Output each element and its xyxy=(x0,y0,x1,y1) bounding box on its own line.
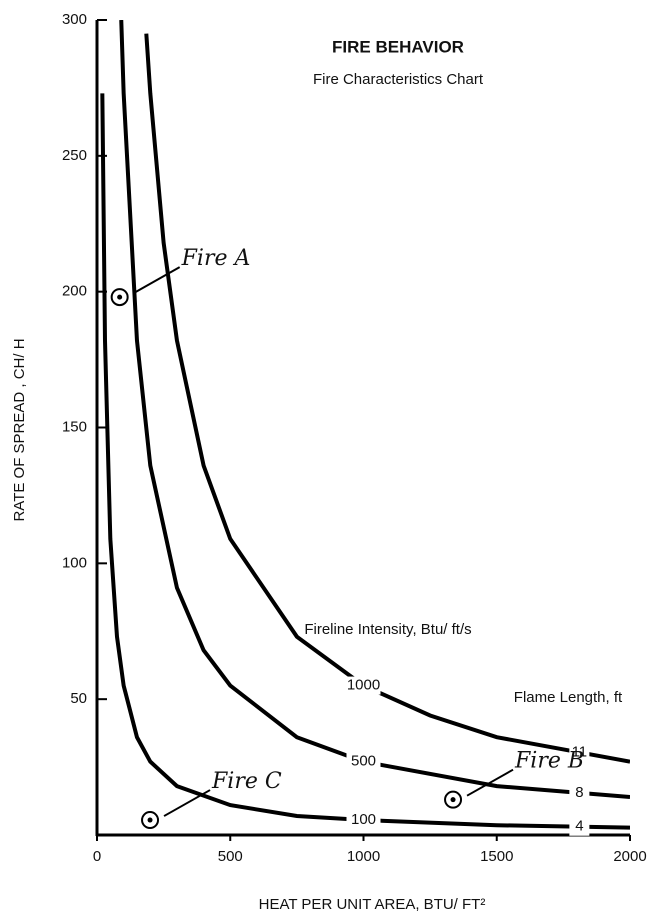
x-tick-label: 1000 xyxy=(347,848,380,865)
y-tick-label: 100 xyxy=(62,554,87,571)
x-tick-label: 2000 xyxy=(613,848,646,865)
fire-label: Fire B xyxy=(514,749,584,774)
x-tick-label: 0 xyxy=(93,848,101,865)
curve-label: 100 xyxy=(351,811,376,828)
intensity-label: Fireline Intensity, Btu/ ft/s xyxy=(304,621,471,638)
chart-subtitle: Fire Characteristics Chart xyxy=(313,71,484,88)
curve-label: 500 xyxy=(351,753,376,770)
flame-length: 8 xyxy=(575,784,583,801)
y-tick-label: 50 xyxy=(70,690,87,707)
fire-dot xyxy=(117,295,122,300)
curve xyxy=(102,93,630,827)
flame-length-label: Flame Length, ft xyxy=(514,689,623,706)
flame-length: 4 xyxy=(575,818,583,835)
curve-label: 1000 xyxy=(347,677,380,694)
chart: FIRE BEHAVIOR Fire Characteristics Chart… xyxy=(0,0,659,916)
chart-title: FIRE BEHAVIOR xyxy=(332,37,464,56)
fire-dot xyxy=(451,797,456,802)
fire-label: Fire A xyxy=(181,246,251,271)
x-tick-label: 500 xyxy=(218,848,243,865)
curve xyxy=(146,34,630,762)
y-tick-label: 250 xyxy=(62,147,87,164)
fire-label: Fire C xyxy=(211,769,282,794)
y-tick-label: 200 xyxy=(62,283,87,300)
y-tick-label: 300 xyxy=(62,11,87,28)
y-tick-label: 150 xyxy=(62,418,87,435)
fire-dot xyxy=(148,818,153,823)
fire-arrow xyxy=(164,790,210,816)
y-axis-label: RATE OF SPREAD , CH/ H xyxy=(11,338,28,521)
fire-arrow xyxy=(134,267,180,293)
x-axis-label: HEAT PER UNIT AREA, BTU/ FT² xyxy=(259,896,486,913)
x-tick-label: 1500 xyxy=(480,848,513,865)
